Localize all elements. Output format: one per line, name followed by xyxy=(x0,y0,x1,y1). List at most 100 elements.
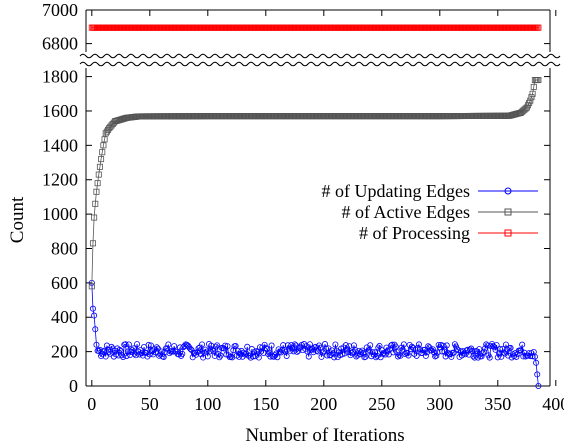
data-point xyxy=(179,350,186,357)
data-point xyxy=(94,180,101,187)
data-point xyxy=(101,136,108,143)
data-point xyxy=(469,347,476,354)
data-point xyxy=(312,343,319,350)
legend-label: # of Active Edges xyxy=(342,202,470,222)
data-point xyxy=(507,344,514,351)
data-point xyxy=(500,349,507,356)
data-point xyxy=(395,353,402,360)
data-point xyxy=(499,345,506,352)
data-point xyxy=(433,352,440,359)
data-point xyxy=(227,353,234,360)
y-tick-label: 6800 xyxy=(42,34,78,54)
data-point xyxy=(187,345,194,352)
x-tick-label: 50 xyxy=(141,394,159,414)
series-1 xyxy=(88,279,542,389)
data-point xyxy=(130,345,137,352)
legend-swatch-marker xyxy=(504,187,512,195)
data-point xyxy=(108,343,115,350)
series-line xyxy=(91,79,539,287)
y-tick-label: 800 xyxy=(51,238,78,258)
data-point xyxy=(493,342,500,349)
data-point xyxy=(478,353,485,360)
y-axis-label: Count xyxy=(7,196,28,243)
data-point xyxy=(434,349,441,356)
data-point xyxy=(93,188,100,195)
data-point xyxy=(268,342,275,349)
data-point xyxy=(422,352,429,359)
data-point xyxy=(429,346,436,353)
data-point xyxy=(266,349,273,356)
y-tick-label: 600 xyxy=(51,273,78,293)
x-tick-label: 0 xyxy=(87,394,96,414)
data-point xyxy=(318,353,325,360)
data-point xyxy=(313,347,320,354)
data-point xyxy=(305,353,312,360)
data-point xyxy=(479,350,486,357)
data-point xyxy=(198,341,205,348)
data-point xyxy=(413,352,420,359)
legend-swatch-marker xyxy=(504,208,512,216)
data-point xyxy=(167,348,174,355)
data-point xyxy=(260,349,267,356)
data-point xyxy=(216,354,223,361)
data-point xyxy=(244,343,251,350)
data-point xyxy=(389,341,396,348)
data-point xyxy=(362,353,369,360)
x-axis-label: Number of Iterations xyxy=(245,425,404,444)
data-point xyxy=(165,341,172,348)
data-point xyxy=(346,343,353,350)
y-tick-label: 400 xyxy=(51,307,78,327)
data-point xyxy=(527,353,534,360)
y-tick-label: 1400 xyxy=(42,135,78,155)
chart-frame xyxy=(85,9,551,387)
y-tick-label: 1800 xyxy=(42,67,78,87)
x-tick-label: 300 xyxy=(426,394,453,414)
data-point xyxy=(497,346,504,353)
legend: # of Updating Edges# of Active Edges# of… xyxy=(322,181,538,243)
data-point xyxy=(531,353,538,360)
data-point xyxy=(283,352,290,359)
y-tick-label: 200 xyxy=(51,342,78,362)
data-point xyxy=(134,341,141,348)
data-point xyxy=(250,353,257,360)
data-point xyxy=(529,90,536,97)
data-point xyxy=(400,341,407,348)
data-point xyxy=(367,342,374,349)
data-point xyxy=(274,354,281,361)
data-point xyxy=(321,341,328,348)
data-point xyxy=(535,24,542,31)
data-point xyxy=(372,354,379,361)
x-tick-label: 250 xyxy=(368,394,395,414)
data-point xyxy=(254,348,261,355)
data-point xyxy=(88,283,95,290)
data-point xyxy=(214,342,221,349)
series-line xyxy=(91,282,539,387)
data-point xyxy=(91,312,98,319)
data-point xyxy=(232,343,239,350)
data-point xyxy=(224,343,231,350)
data-point xyxy=(145,341,152,348)
data-point xyxy=(392,343,399,350)
y-tick-label: 1600 xyxy=(42,101,78,121)
data-point xyxy=(194,349,201,356)
x-tick-label: 100 xyxy=(194,394,221,414)
data-point xyxy=(123,352,130,359)
data-point xyxy=(535,77,542,84)
data-point xyxy=(374,352,381,359)
data-point xyxy=(106,348,113,355)
data-point xyxy=(331,354,338,361)
data-point xyxy=(98,353,105,360)
series-2 xyxy=(88,77,542,290)
data-point xyxy=(350,342,357,349)
data-point xyxy=(256,344,263,351)
data-point xyxy=(255,354,262,361)
y-tick-label: 0 xyxy=(69,376,78,396)
data-point xyxy=(519,341,526,348)
break-mask xyxy=(78,53,558,67)
data-point xyxy=(95,347,102,354)
data-point xyxy=(125,341,132,348)
data-point xyxy=(262,344,269,351)
data-point xyxy=(332,341,339,348)
legend-swatch-marker xyxy=(504,229,512,237)
y-tick-label: 1000 xyxy=(42,204,78,224)
